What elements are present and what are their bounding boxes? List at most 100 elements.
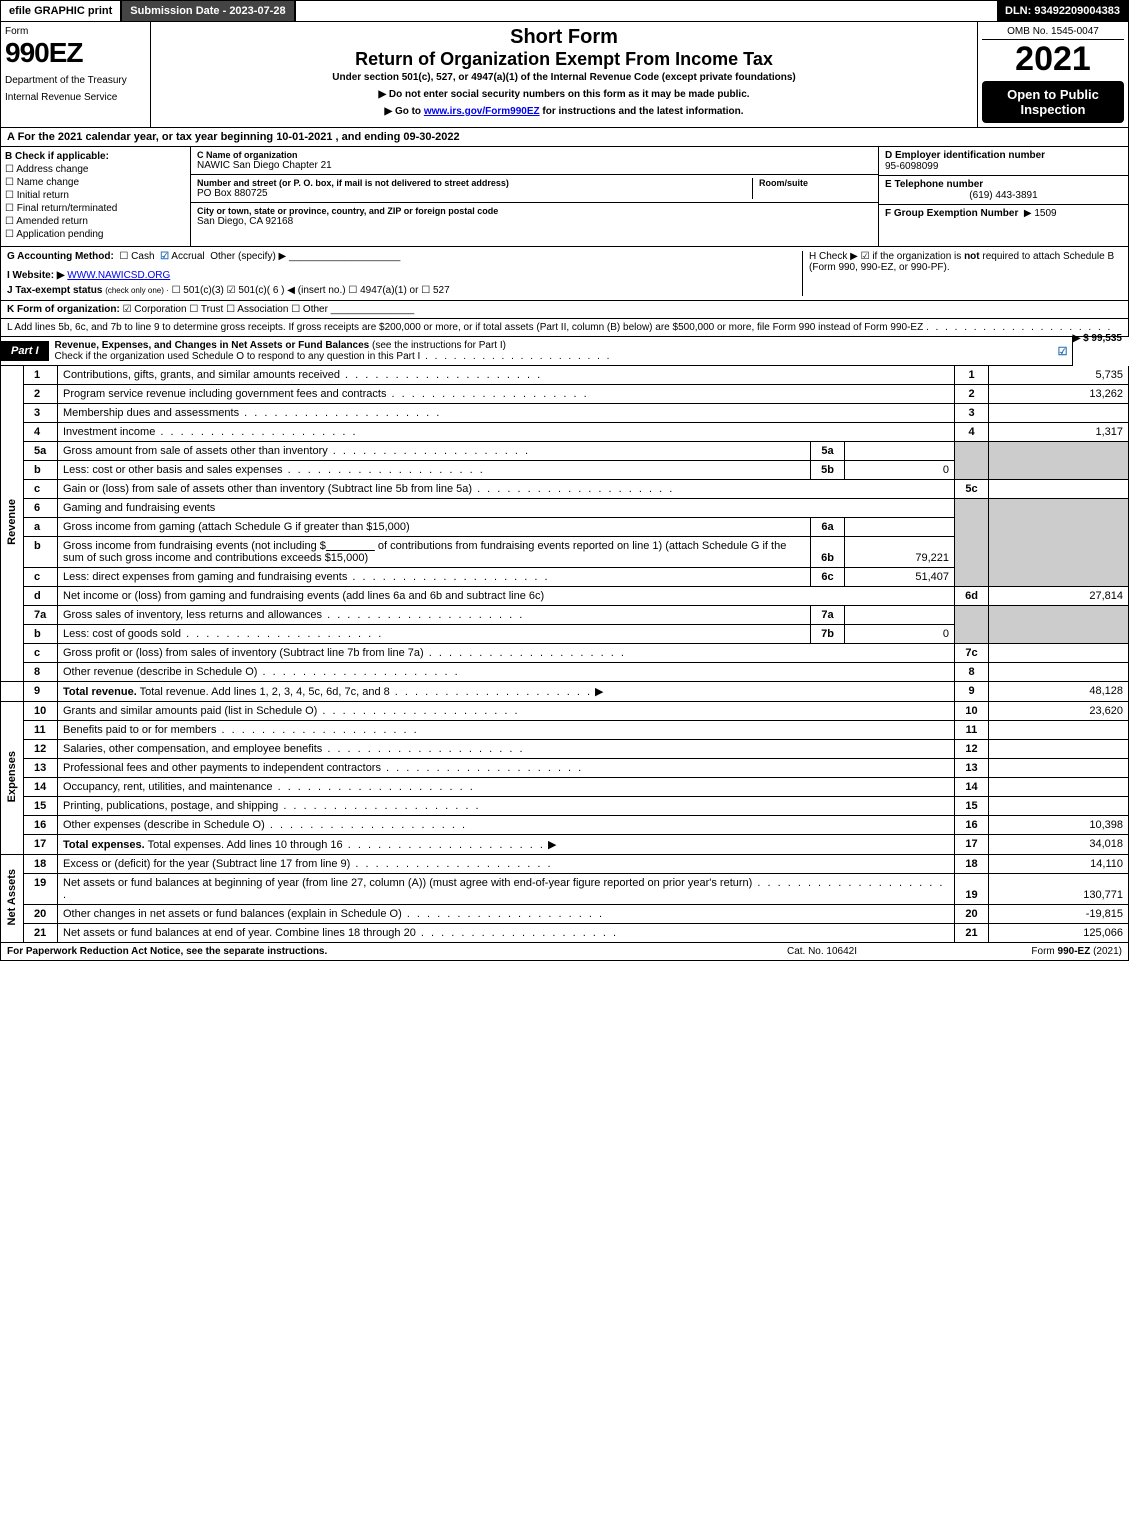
ln-6d: d [24,587,58,606]
irs: Internal Revenue Service [5,92,146,103]
ln-6: 6 [24,499,58,518]
g-h-row: G Accounting Method: ☐ Cash ☑ Accrual Ot… [0,247,1129,301]
section-def: D Employer identification number 95-6098… [878,147,1128,246]
k-lab: K Form of organization: [7,304,120,315]
side-expenses: Expenses [1,702,24,855]
ck-address[interactable]: Address change [5,164,186,175]
header-right: OMB No. 1545-0047 2021 Open to Public In… [978,22,1128,127]
part1-checkbox[interactable]: ☑ [1054,345,1072,358]
n-11: 11 [955,721,989,740]
ein: 95-6098099 [885,161,938,172]
title-main: Return of Organization Exempt From Incom… [155,49,973,70]
omb: OMB No. 1545-0047 [982,26,1124,40]
grey-6 [955,499,989,587]
v-10: 23,620 [989,702,1129,721]
phone: (619) 443-3891 [885,190,1122,201]
part1-title-sub: (see the instructions for Part I) [372,340,506,351]
d-13: Professional fees and other payments to … [58,759,955,778]
h-not: not [964,251,980,262]
n-19: 19 [955,874,989,905]
dln: DLN: 93492209004383 [997,1,1128,21]
ck-pending[interactable]: Application pending [5,229,186,240]
spacer [296,1,997,21]
city: San Diego, CA 92168 [197,216,498,227]
room-cell: Room/suite [752,178,872,199]
street-lab: Number and street (or P. O. box, if mail… [197,178,752,188]
footer-center: Cat. No. 10642I [722,946,922,957]
part1-header: Part I Revenue, Expenses, and Changes in… [0,337,1073,366]
submission-tab: Submission Date - 2023-07-28 [122,1,295,21]
v-11 [989,721,1129,740]
g-cash[interactable]: Cash [131,251,154,262]
grey-5 [955,442,989,480]
l-txt: L Add lines 5b, 6c, and 7b to line 9 to … [7,322,923,333]
ln-7b: b [24,625,58,644]
part1-tag: Part I [1,341,49,361]
v-12 [989,740,1129,759]
header-left: Form 990EZ Department of the Treasury In… [1,22,151,127]
ck-name[interactable]: Name change [5,177,186,188]
v-7c [989,644,1129,663]
ln-3: 3 [24,404,58,423]
n-3: 3 [955,404,989,423]
section-h: H Check ▶ ☑ if the organization is not r… [802,251,1122,296]
ln-20: 20 [24,905,58,924]
section-l: L Add lines 5b, 6c, and 7b to line 9 to … [0,319,1129,337]
section-g: G Accounting Method: ☐ Cash ☑ Accrual Ot… [7,251,796,296]
greyv-5 [989,442,1129,480]
n-7c: 7c [955,644,989,663]
sv-6a [845,518,955,537]
g-accrual[interactable]: Accrual [171,251,204,262]
ln-5a: 5a [24,442,58,461]
d-21: Net assets or fund balances at end of ye… [58,924,955,943]
g-other[interactable]: Other (specify) ▶ [210,251,286,262]
n-10: 10 [955,702,989,721]
ln-7a: 7a [24,606,58,625]
n-12: 12 [955,740,989,759]
v-13 [989,759,1129,778]
n-6d: 6d [955,587,989,606]
d-8: Other revenue (describe in Schedule O) [58,663,955,682]
v-5c [989,480,1129,499]
v-19: 130,771 [989,874,1129,905]
instruction-1: ▶ Do not enter social security numbers o… [155,89,973,100]
j-opts[interactable]: ☐ 501(c)(3) ☑ 501(c)( 6 ) ◀ (insert no.)… [172,285,450,296]
sv-5a [845,442,955,461]
k-opts[interactable]: ☑ Corporation ☐ Trust ☐ Association ☐ Ot… [123,304,328,315]
street-cell: Number and street (or P. O. box, if mail… [191,175,878,203]
v-14 [989,778,1129,797]
d-6d: Net income or (loss) from gaming and fun… [58,587,955,606]
ln-9: 9 [24,682,58,702]
d-18: Excess or (deficit) for the year (Subtra… [58,855,955,874]
irs-link[interactable]: www.irs.gov/Form990EZ [424,106,540,117]
v-17: 34,018 [989,835,1129,855]
n-5c: 5c [955,480,989,499]
v-20: -19,815 [989,905,1129,924]
website-link[interactable]: WWW.NAWICSD.ORG [67,270,170,281]
n-16: 16 [955,816,989,835]
greyv-7 [989,606,1129,644]
ck-final[interactable]: Final return/terminated [5,203,186,214]
n-21: 21 [955,924,989,943]
n-1: 1 [955,366,989,385]
identity-block: B Check if applicable: Address change Na… [0,147,1129,247]
b-title: B Check if applicable: [5,151,186,162]
sv-6c: 51,407 [845,568,955,587]
group-cell: F Group Exemption Number ▶ 1509 [879,205,1128,222]
ck-amended[interactable]: Amended return [5,216,186,227]
side-netassets: Net Assets [1,855,24,943]
ck-initial[interactable]: Initial return [5,190,186,201]
d-14: Occupancy, rent, utilities, and maintena… [58,778,955,797]
ln-6a: a [24,518,58,537]
d-6: Gaming and fundraising events [58,499,955,518]
org-name-lab: C Name of organization [197,150,332,160]
v-8 [989,663,1129,682]
group-val: ▶ 1509 [1024,208,1057,219]
v-16: 10,398 [989,816,1129,835]
n-9: 9 [955,682,989,702]
d-19: Net assets or fund balances at beginning… [58,874,955,905]
efile-tab[interactable]: efile GRAPHIC print [1,1,122,21]
sv-5b: 0 [845,461,955,480]
d-5c: Gain or (loss) from sale of assets other… [58,480,955,499]
form-header: Form 990EZ Department of the Treasury In… [0,22,1129,128]
